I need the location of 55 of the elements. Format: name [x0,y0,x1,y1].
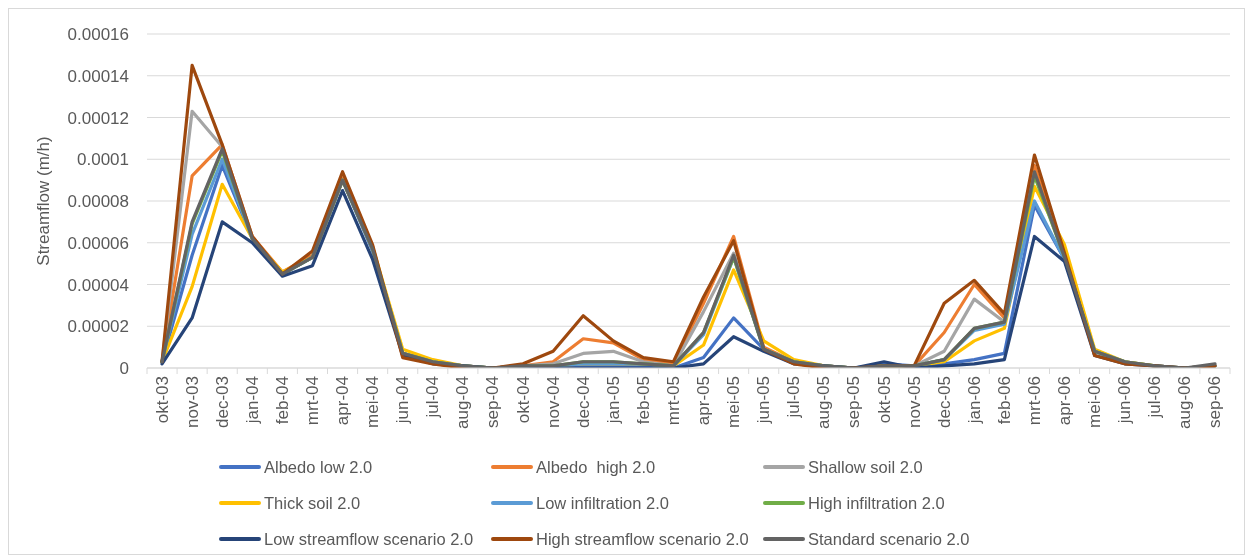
x-tick-label: jun-05 [754,376,774,425]
x-tick-label: jul-05 [784,376,804,419]
x-tick-label: feb-05 [633,376,653,425]
x-tick-label: nov-04 [543,376,563,428]
x-tick-label: apr-05 [694,376,714,426]
y-tick-label: 0.00012 [67,108,129,128]
x-tick-label: okt-04 [513,376,533,424]
x-tick-label: aug-05 [814,376,834,429]
y-axis-title: Streamflow (m/h) [34,136,54,266]
y-tick-label: 0.00008 [67,192,129,212]
x-tick-label: dec-05 [934,376,954,428]
y-tick-label: 0.00014 [67,66,129,86]
legend-label: Low streamflow scenario 2.0 [264,529,474,549]
y-tick-label: 0.0001 [77,150,129,170]
x-tick-label: dec-04 [573,376,593,428]
x-tick-label: jul-04 [423,376,443,419]
y-tick-label: 0 [119,359,129,379]
x-tick-label: mei-05 [724,376,744,428]
x-tick-label: mei-04 [363,376,383,428]
x-tick-label: sep-04 [483,376,503,428]
x-tick-label: jun-04 [393,376,413,425]
y-tick-label: 0.00016 [67,25,129,45]
x-tick-label: nov-05 [904,376,924,428]
x-tick-label: mrt-06 [1024,376,1044,426]
x-tick-label: aug-04 [453,376,473,429]
legend-label: Low infiltration 2.0 [536,493,669,513]
legend-label: Shallow soil 2.0 [808,457,923,477]
x-tick-label: nov-03 [182,376,202,428]
legend-label: Albedo high 2.0 [536,457,656,477]
x-tick-label: okt-05 [874,376,894,424]
x-tick-label: apr-06 [1055,376,1075,426]
legend-label: Thick soil 2.0 [264,493,361,513]
x-tick-label: okt-03 [152,376,172,424]
x-tick-label: jan-04 [242,376,262,425]
y-tick-label: 0.00002 [67,317,129,337]
x-tick-label: dec-03 [212,376,232,428]
legend-label: High streamflow scenario 2.0 [536,529,749,549]
x-tick-label: mrt-05 [663,376,683,426]
x-tick-label: sep-05 [844,376,864,428]
x-tick-label: jul-06 [1145,376,1165,419]
x-tick-label: jan-05 [603,376,623,425]
x-tick-label: mrt-04 [302,376,322,426]
legend-label: High infiltration 2.0 [808,493,945,513]
x-tick-label: feb-06 [994,376,1014,425]
x-tick-label: sep-06 [1205,376,1225,428]
x-tick-label: jun-06 [1115,376,1135,425]
x-tick-label: jan-06 [964,376,984,425]
x-tick-label: apr-04 [333,376,353,426]
legend-label: Standard scenario 2.0 [808,529,970,549]
y-tick-label: 0.00006 [67,233,129,253]
y-tick-label: 0.00004 [67,275,129,295]
x-tick-label: mei-06 [1085,376,1105,428]
x-tick-label: aug-06 [1175,376,1195,429]
x-tick-label: feb-04 [272,376,292,425]
legend-label: Albedo low 2.0 [264,457,373,477]
